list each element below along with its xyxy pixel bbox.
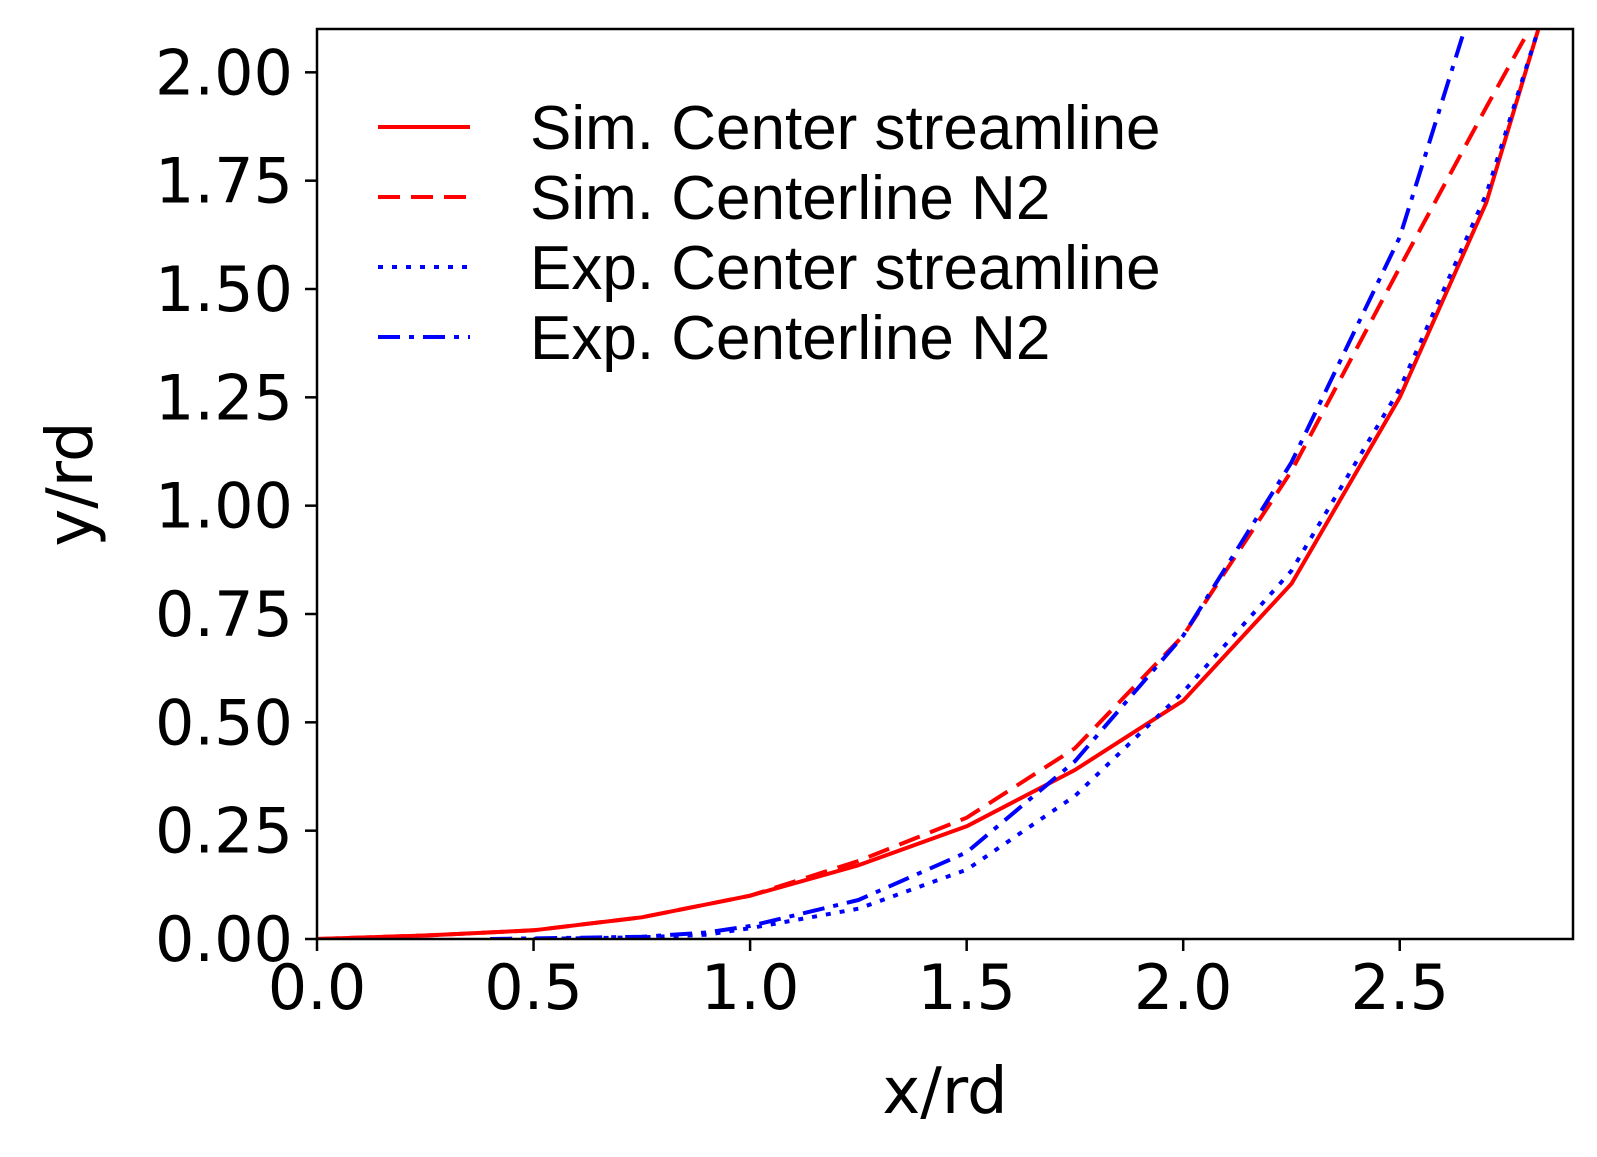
y-axis-title: y/rd (34, 421, 108, 546)
legend-label-4: Exp. Centerline N2 (530, 304, 1050, 373)
y-tick-label: 0.00 (155, 903, 293, 976)
legend-label-3: Exp. Center streamline (530, 234, 1161, 303)
x-axis-title: x/rd (882, 1055, 1007, 1129)
y-axis: 0.00 0.25 0.50 0.75 1.00 1.25 1.50 1.75 2.00 (155, 36, 317, 976)
legend-label-1: Sim. Center streamline (530, 94, 1161, 163)
y-tick-label: 1.00 (155, 470, 293, 543)
x-tick-label: 2.5 (1350, 951, 1449, 1024)
y-tick-label: 1.50 (155, 253, 293, 326)
y-tick-label: 0.25 (155, 795, 293, 868)
x-tick-label: 1.0 (701, 951, 800, 1024)
x-axis: 0.0 0.5 1.0 1.5 2.0 2.5 (268, 939, 1449, 1024)
series-line-3 (533, 29, 1541, 939)
x-tick-label: 0.5 (484, 951, 583, 1024)
x-tick-label: 1.5 (917, 951, 1016, 1024)
y-tick-label: 0.50 (155, 686, 293, 759)
y-tick-label: 1.25 (155, 361, 293, 434)
y-tick-label: 1.75 (155, 145, 293, 218)
x-tick-label: 2.0 (1134, 951, 1233, 1024)
series-layer (317, 29, 1541, 939)
plot-frame (315, 27, 1575, 941)
y-tick-label: 2.00 (155, 36, 293, 109)
x-tick-label: 0.0 (268, 951, 367, 1024)
legend-label-2: Sim. Centerline N2 (530, 164, 1050, 233)
series-line-4 (490, 29, 1467, 939)
series-line-2 (317, 29, 1532, 939)
y-tick-label: 0.75 (155, 578, 293, 651)
